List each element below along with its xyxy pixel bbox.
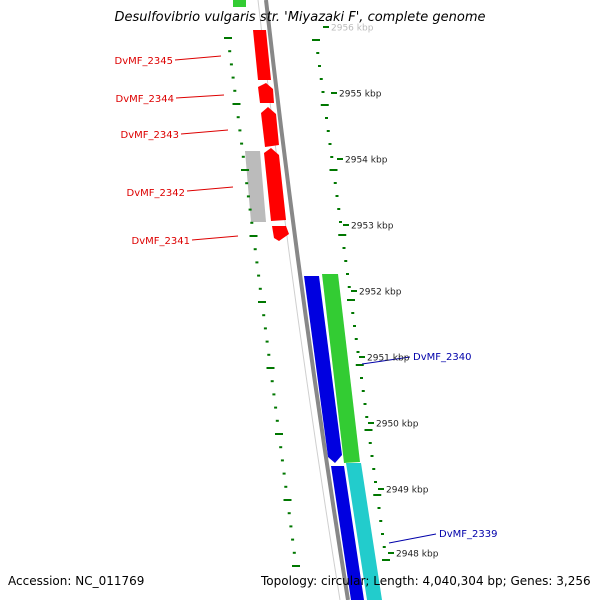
- scale-label-2951: 2951 kbp: [367, 354, 410, 364]
- gene-block-blue-lower: [331, 466, 364, 600]
- scale-label-2956: 2956 kbp: [331, 24, 374, 34]
- gene-arrow-dvmf-2342: [264, 148, 286, 221]
- genome-summary: Topology: circular; Length: 4,040,304 bp…: [261, 574, 591, 588]
- gene-label-dvmf-2342[interactable]: DvMF_2342: [127, 188, 185, 199]
- genome-backbone: [264, 0, 350, 601]
- gene-leader-dvmf-2344: [175, 94, 225, 99]
- gene-label-dvmf-2340[interactable]: DvMF_2340: [413, 352, 471, 363]
- scale-label-layer: 2956 kbp 2955 kbp 2954 kbp 2953 kbp 2952 kbp…: [323, 24, 439, 560]
- tick-track-right: [312, 39, 390, 561]
- gene-arrow-dvmf-2342-pseudo: [245, 151, 266, 222]
- gene-arrow-dvmf-2340: [322, 274, 360, 463]
- gene-leader-dvmf-2343: [180, 129, 229, 135]
- gene-arrow-dvmf-2341: [272, 226, 289, 241]
- genome-title: Desulfovibrio vulgaris str. 'Miyazaki F'…: [114, 10, 486, 25]
- gene-leader-dvmf-2341: [191, 235, 239, 241]
- accession-label: Accession: NC_011769: [8, 574, 145, 588]
- gene-label-dvmf-2344[interactable]: DvMF_2344: [116, 94, 174, 105]
- gene-label-layer: DvMF_2345 DvMF_2344 DvMF_2343 DvMF_2342 DvMF…: [115, 55, 497, 544]
- gene-leader-dvmf-2339: [388, 533, 437, 544]
- scale-label-2952: 2952 kbp: [359, 288, 402, 298]
- scale-label-2953: 2953 kbp: [351, 222, 394, 232]
- gene-arrow-dvmf-2345: [253, 30, 271, 80]
- scale-label-2949: 2949 kbp: [386, 486, 429, 496]
- scale-label-2948: 2948 kbp: [396, 550, 439, 560]
- tick-track-left: [224, 37, 300, 567]
- scale-label-2950: 2950 kbp: [376, 420, 419, 430]
- gene-leader-dvmf-2345: [174, 55, 222, 61]
- gene-arrow-dvmf-2344: [258, 83, 274, 103]
- gene-arrow-dvmf-2340-blue: [304, 276, 342, 463]
- scale-label-2955: 2955 kbp: [339, 90, 382, 100]
- gene-arrow-dvmf-2339: [346, 463, 382, 600]
- gene-label-dvmf-2341[interactable]: DvMF_2341: [132, 236, 190, 247]
- genome-backbone-inner: [257, 0, 341, 601]
- gene-label-dvmf-2345[interactable]: DvMF_2345: [115, 56, 173, 67]
- scale-label-2954: 2954 kbp: [345, 156, 388, 166]
- cds-fragment-top: [233, 0, 246, 7]
- gene-label-dvmf-2339[interactable]: DvMF_2339: [439, 529, 497, 540]
- gene-leader-dvmf-2340: [361, 356, 411, 365]
- gene-leader-dvmf-2342: [186, 186, 234, 192]
- gene-arrow-dvmf-2343: [261, 107, 279, 147]
- gene-label-dvmf-2343[interactable]: DvMF_2343: [121, 130, 179, 141]
